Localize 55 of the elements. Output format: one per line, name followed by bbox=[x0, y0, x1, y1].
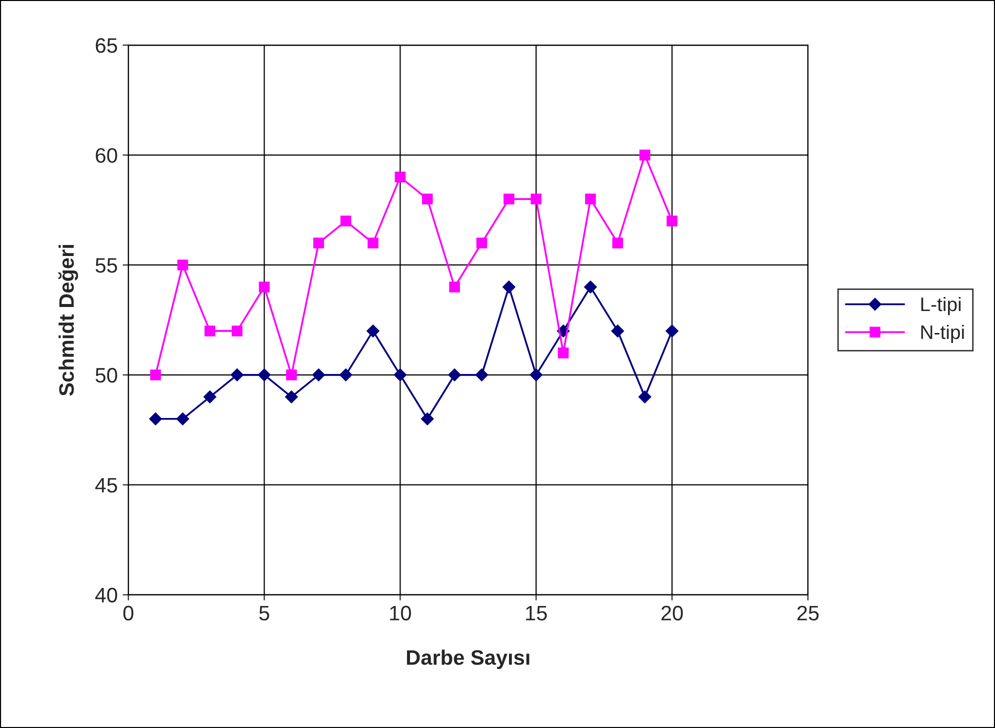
point bbox=[611, 324, 624, 338]
point bbox=[339, 368, 352, 382]
legend-label: N-tipi bbox=[921, 324, 964, 343]
point bbox=[203, 390, 216, 404]
x-tick-label: 5 bbox=[259, 606, 270, 620]
point bbox=[368, 238, 378, 248]
x-tick-label: 10 bbox=[390, 606, 411, 620]
x-tick-label: 15 bbox=[526, 606, 547, 620]
point bbox=[502, 280, 516, 294]
x-tick-label: 20 bbox=[661, 606, 683, 620]
x-axis-title: Darbe Sayısı bbox=[407, 650, 530, 670]
x-tick-label: 0 bbox=[123, 606, 134, 620]
point bbox=[638, 390, 652, 404]
point bbox=[504, 194, 514, 204]
point bbox=[366, 324, 380, 338]
point bbox=[149, 412, 162, 426]
point bbox=[230, 368, 244, 382]
point bbox=[612, 238, 624, 248]
point bbox=[394, 172, 406, 182]
y-tick-label: 60 bbox=[96, 148, 118, 163]
point bbox=[312, 368, 326, 382]
x-tick-label: 25 bbox=[797, 606, 819, 620]
point bbox=[422, 194, 433, 204]
point bbox=[666, 324, 678, 338]
point bbox=[530, 368, 543, 382]
legend-label: L-tipi bbox=[921, 296, 961, 316]
y-tick-label: 40 bbox=[95, 588, 118, 603]
point bbox=[340, 216, 352, 226]
point bbox=[232, 326, 242, 336]
point bbox=[420, 412, 434, 426]
point bbox=[286, 370, 297, 380]
point bbox=[176, 412, 190, 426]
y-tick-label: 45 bbox=[95, 478, 118, 493]
point bbox=[448, 368, 461, 382]
point bbox=[285, 390, 298, 404]
y-axis-title: Schmidt Değeri bbox=[58, 245, 78, 396]
point bbox=[585, 194, 596, 204]
y-tick-label: 50 bbox=[96, 368, 118, 383]
point bbox=[150, 370, 161, 380]
point bbox=[530, 194, 542, 204]
point bbox=[204, 326, 216, 336]
point bbox=[558, 348, 569, 358]
point bbox=[313, 238, 324, 248]
point bbox=[449, 282, 460, 292]
point bbox=[258, 368, 271, 382]
point bbox=[475, 368, 488, 382]
y-tick-label: 55 bbox=[96, 258, 118, 273]
point bbox=[639, 150, 650, 160]
point bbox=[476, 238, 488, 248]
point bbox=[177, 260, 188, 270]
y-tick-label: 65 bbox=[96, 38, 118, 53]
point bbox=[584, 280, 597, 294]
point bbox=[666, 216, 678, 226]
point bbox=[394, 368, 407, 382]
point bbox=[258, 282, 270, 292]
